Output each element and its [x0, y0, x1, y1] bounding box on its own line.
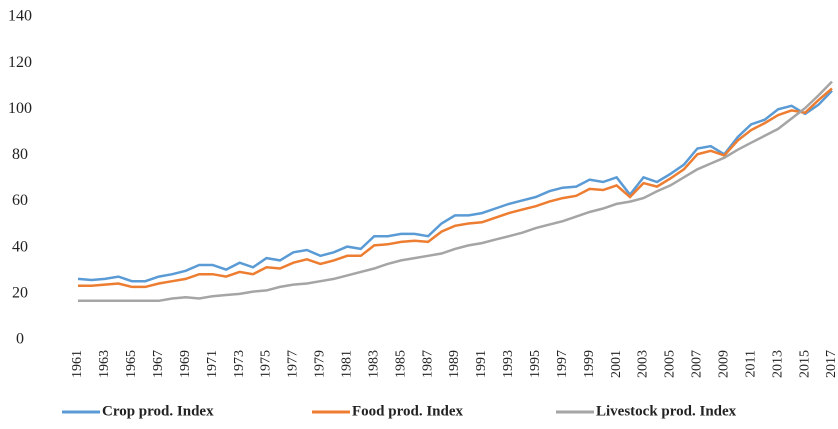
x-tick-label: 1963: [97, 350, 112, 378]
y-tick-label: 120: [8, 54, 32, 71]
x-tick-label: 1977: [286, 350, 301, 378]
x-tick-label: 2007: [690, 350, 705, 378]
x-tick-label: 1979: [313, 350, 328, 378]
x-tick-label: 1995: [528, 350, 543, 378]
x-tick-label: 2001: [609, 350, 624, 378]
line-series: [77, 89, 833, 283]
x-tick-label: 2015: [797, 350, 812, 378]
x-tick-label: 1999: [582, 350, 597, 378]
legend-label: Food prod. Index: [352, 403, 464, 419]
x-tick-label: 1993: [501, 350, 516, 378]
x-tick-label: 1973: [232, 350, 247, 378]
legend-label: Livestock prod. Index: [596, 403, 737, 419]
x-tick-label: 2005: [663, 350, 678, 378]
x-tick-label: 1961: [70, 350, 85, 378]
x-tick-label: 1971: [205, 350, 220, 378]
x-tick-label: 1989: [447, 350, 462, 378]
x-tick-label: 1969: [178, 350, 193, 378]
x-tick-label: 1987: [420, 350, 435, 378]
line-series: [78, 80, 833, 303]
x-tick-label: 2003: [636, 350, 651, 378]
y-tick-label: 20: [12, 285, 28, 302]
y-tick-label: 60: [12, 192, 28, 209]
x-tick-label: 1985: [393, 350, 408, 378]
y-tick-label: 40: [12, 238, 28, 255]
x-tick-label: 2017: [824, 350, 838, 378]
y-tick-label: 80: [12, 146, 28, 163]
y-tick-label: 100: [8, 100, 32, 117]
x-tick-label: 1981: [340, 350, 355, 378]
x-tick-label: 1997: [555, 350, 570, 378]
x-tick-label: 2011: [743, 350, 758, 377]
x-tick-label: 1965: [124, 350, 139, 378]
x-tick-label: 1975: [259, 350, 274, 378]
y-tick-label: 0: [16, 331, 24, 348]
x-tick-label: 1983: [366, 350, 381, 378]
y-tick-label: 140: [8, 8, 32, 25]
legend-label: Crop prod. Index: [102, 403, 214, 419]
x-tick-label: 2013: [770, 350, 785, 378]
x-tick-label: 1991: [474, 350, 489, 378]
x-tick-label: 1967: [151, 350, 166, 378]
x-tick-label: 2009: [717, 350, 732, 378]
line-series: [78, 87, 833, 289]
